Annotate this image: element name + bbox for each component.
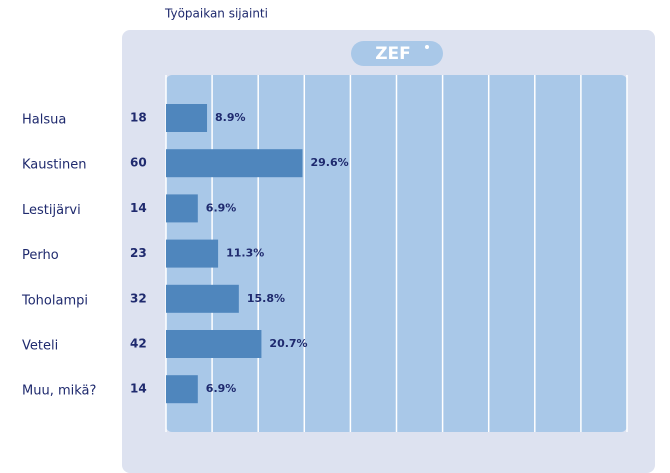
bar [166, 239, 219, 268]
value-label: 20.7% [269, 337, 307, 350]
count-label: 14 [130, 201, 147, 215]
category-label: Halsua [22, 113, 66, 128]
bar [166, 104, 208, 132]
count-label: 14 [130, 382, 147, 396]
category-label: Kaustinen [22, 158, 86, 173]
chart-title: Työpaikan sijainti [164, 7, 268, 21]
logo-pill [351, 41, 443, 66]
category-label: Toholampi [21, 293, 88, 308]
category-label: Muu, mikä? [22, 384, 96, 399]
bar [166, 284, 239, 313]
category-label: Lestijärvi [22, 203, 81, 218]
bar [166, 330, 262, 358]
count-label: 32 [130, 291, 147, 305]
value-label: 6.9% [206, 382, 237, 395]
category-label: Veteli [22, 339, 58, 354]
bar [166, 375, 198, 404]
value-label: 29.6% [310, 156, 348, 169]
bar [166, 194, 198, 223]
count-label: 60 [130, 156, 147, 170]
bar [166, 149, 303, 178]
logo: ZEF [375, 44, 411, 64]
count-label: 42 [130, 337, 147, 351]
value-label: 6.9% [206, 201, 237, 214]
category-label: Perho [22, 248, 59, 263]
count-label: 18 [130, 111, 147, 125]
value-label: 15.8% [247, 292, 285, 305]
value-label: 8.9% [215, 111, 246, 124]
count-label: 23 [130, 246, 147, 260]
value-label: 11.3% [226, 247, 264, 260]
logo-mark [425, 45, 429, 49]
